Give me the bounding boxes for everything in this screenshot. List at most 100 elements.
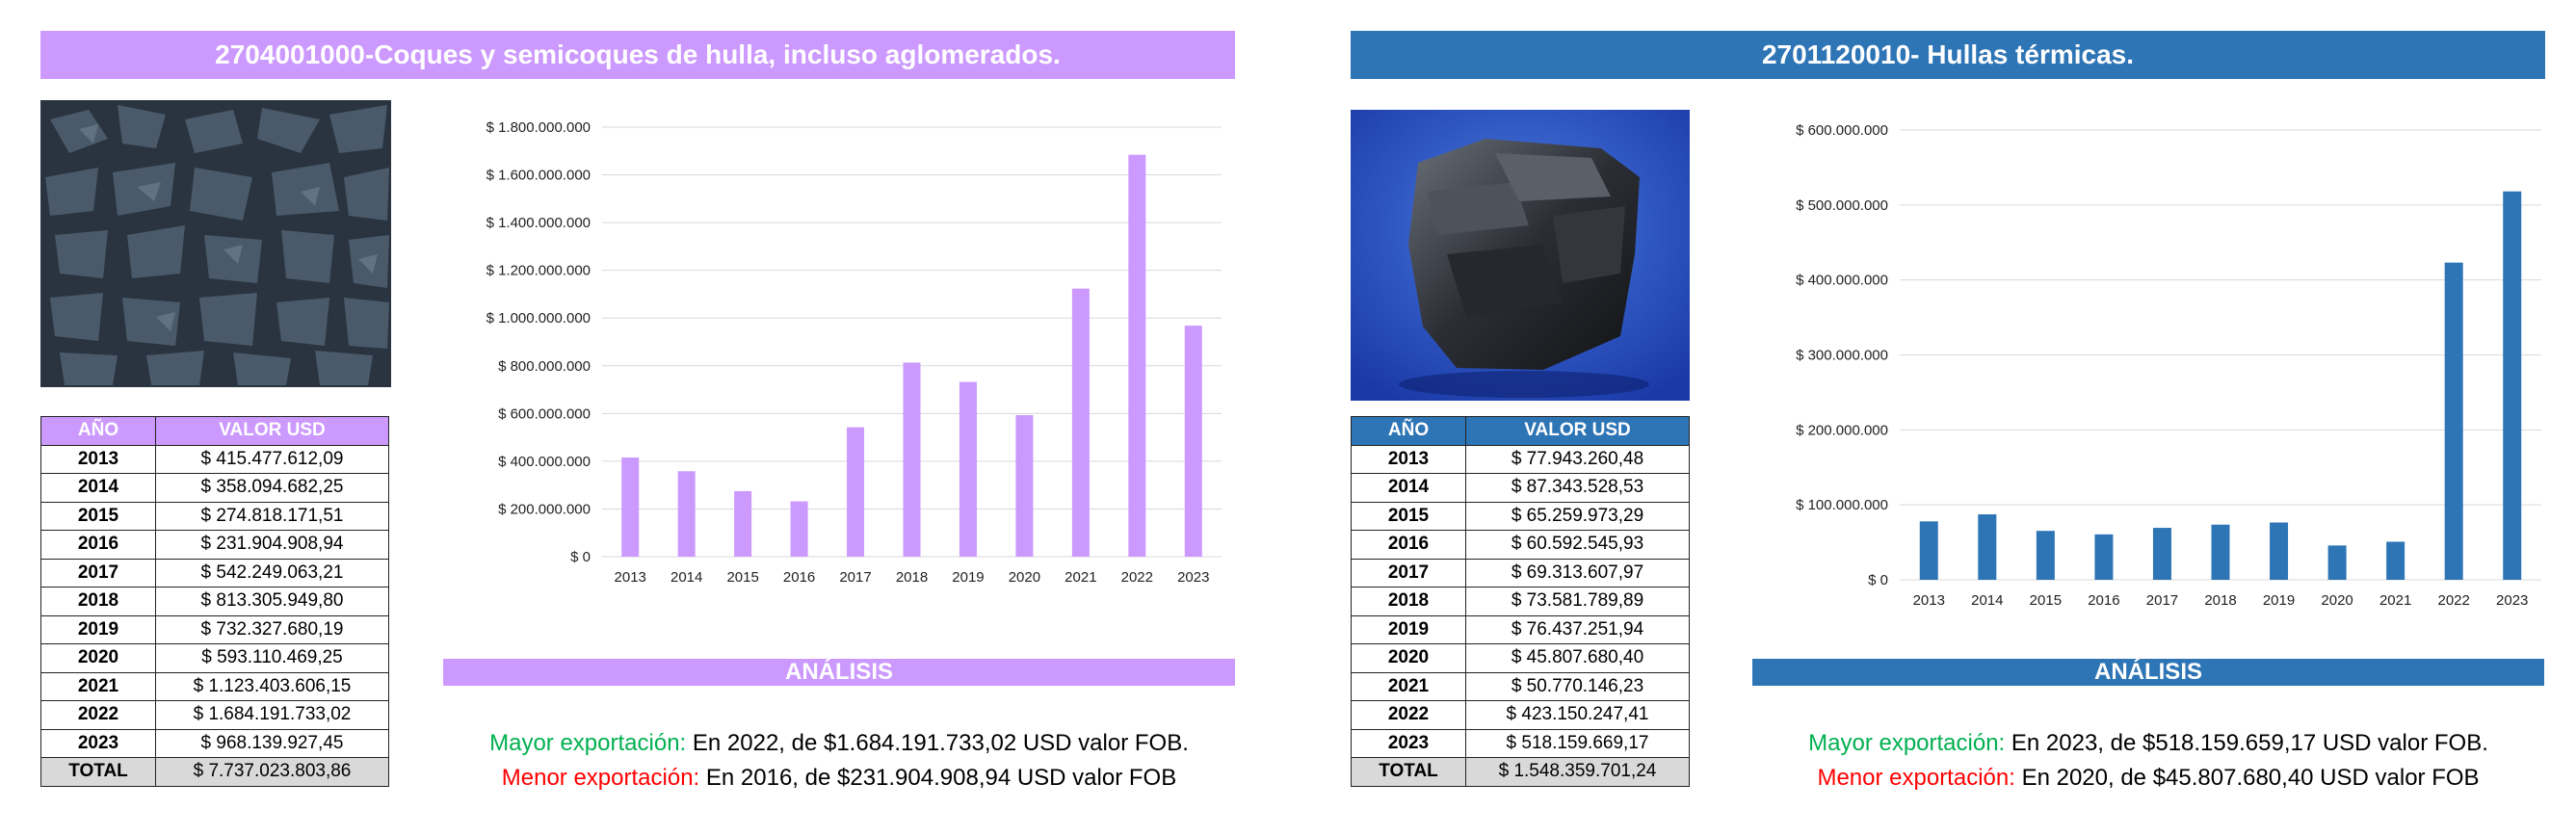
table-row: 2017 $ 69.313.607,97 (1351, 558, 1690, 588)
value-cell: $ 50.770.146,23 (1465, 671, 1690, 701)
value-header: VALOR USD (1465, 416, 1690, 446)
table-row: 2021 $ 50.770.146,23 (1351, 671, 1690, 701)
year-cell: 2022 (1351, 700, 1466, 730)
table-row: 2022 $ 1.684.191.733,02 (40, 700, 389, 730)
year-cell: 2014 (1351, 473, 1466, 503)
total-value: $ 1.548.359.701,24 (1465, 757, 1690, 787)
table-row: 2016 $ 60.592.545,93 (1351, 530, 1690, 560)
min-export-text: En 2020, de $45.807.680,40 USD valor FOB (2014, 765, 2480, 791)
table-row: 2018 $ 73.581.789,89 (1351, 587, 1690, 616)
x-tick-label: 2022 (1121, 569, 1153, 586)
y-tick-label: $ 1.000.000.000 (486, 310, 591, 327)
coal-lump-icon (1351, 110, 1690, 401)
y-tick-label: $ 600.000.000 (1796, 122, 1888, 139)
value-cell: $ 358.094.682,25 (155, 473, 389, 503)
min-export-label: Menor exportación: (1817, 765, 2015, 791)
x-tick-label: 2015 (726, 569, 758, 586)
year-cell: 2023 (40, 728, 156, 758)
max-export-text: En 2022, de $1.684.191.733,02 USD valor … (686, 730, 1189, 756)
table-row: 2023 $ 968.139.927,45 (40, 728, 389, 758)
year-cell: 2018 (40, 587, 156, 616)
max-export-label: Mayor exportación: (1808, 730, 2006, 756)
value-cell: $ 73.581.789,89 (1465, 587, 1690, 616)
analysis-header: ANÁLISIS (443, 659, 1235, 686)
x-tick-label: 2016 (2088, 592, 2119, 609)
year-cell: 2020 (40, 643, 156, 673)
x-tick-label: 2023 (2496, 592, 2528, 609)
value-cell: $ 1.123.403.606,15 (155, 671, 389, 701)
value-cell: $ 65.259.973,29 (1465, 501, 1690, 531)
y-tick-label: $ 300.000.000 (1796, 348, 1888, 364)
year-cell: 2017 (1351, 558, 1466, 588)
table-row: 2013 $ 77.943.260,48 (1351, 444, 1690, 474)
min-export-line: Menor exportación: En 2016, de $231.904.… (443, 761, 1235, 796)
value-cell: $ 69.313.607,97 (1465, 558, 1690, 588)
value-cell: $ 76.437.251,94 (1465, 614, 1690, 644)
x-tick-label: 2018 (896, 569, 928, 586)
value-cell: $ 423.150.247,41 (1465, 700, 1690, 730)
bar-2020 (1015, 415, 1034, 557)
total-label: TOTAL (40, 757, 156, 787)
year-header: AÑO (1351, 416, 1466, 446)
bar-2017 (847, 427, 865, 557)
analysis-header: ANÁLISIS (1752, 659, 2544, 686)
x-tick-label: 2023 (1177, 569, 1209, 586)
bar-2013 (1919, 521, 1938, 580)
value-cell: $ 732.327.680,19 (155, 614, 389, 644)
value-cell: $ 518.159.669,17 (1465, 728, 1690, 758)
x-tick-label: 2018 (2204, 592, 2236, 609)
year-cell: 2013 (40, 444, 156, 474)
bar-2022 (1128, 154, 1146, 558)
table-row: 2014 $ 358.094.682,25 (40, 473, 389, 503)
table-row: 2018 $ 813.305.949,80 (40, 587, 389, 616)
bar-2020 (2327, 545, 2347, 580)
y-tick-label: $ 100.000.000 (1796, 497, 1888, 513)
x-tick-label: 2022 (2437, 592, 2469, 609)
table-row: 2021 $ 1.123.403.606,15 (40, 671, 389, 701)
bar-2018 (2211, 524, 2230, 580)
x-tick-label: 2020 (1009, 569, 1040, 586)
bar-2014 (677, 471, 696, 557)
panel-title: 2701120010- Hullas térmicas. (1351, 31, 2545, 79)
year-cell: 2015 (1351, 501, 1466, 531)
year-cell: 2018 (1351, 587, 1466, 616)
bar-2016 (2094, 534, 2114, 580)
y-tick-label: $ 600.000.000 (498, 405, 591, 422)
y-tick-label: $ 1.600.000.000 (486, 168, 591, 184)
y-tick-label: $ 200.000.000 (1796, 422, 1888, 438)
bar-2019 (959, 381, 977, 557)
year-cell: 2019 (1351, 614, 1466, 644)
table-row: 2022 $ 423.150.247,41 (1351, 700, 1690, 730)
coke-pile-photo (40, 100, 391, 387)
year-cell: 2020 (1351, 643, 1466, 673)
y-tick-label: $ 1.400.000.000 (486, 215, 591, 231)
table-row: 2015 $ 65.259.973,29 (1351, 501, 1690, 531)
table-row: 2017 $ 542.249.063,21 (40, 558, 389, 588)
value-cell: $ 45.807.680,40 (1465, 643, 1690, 673)
value-cell: $ 87.343.528,53 (1465, 473, 1690, 503)
coke-values-table: AÑO VALOR USD 2013 $ 415.477.612,09 2014 $… (40, 416, 389, 787)
year-cell: 2016 (40, 530, 156, 560)
min-export-label: Menor exportación: (501, 765, 700, 791)
max-export-text: En 2023, de $518.159.659,17 USD valor FO… (2005, 730, 2488, 756)
x-tick-label: 2019 (952, 569, 984, 586)
y-tick-label: $ 1.800.000.000 (486, 119, 591, 136)
table-row: 2019 $ 732.327.680,19 (40, 614, 389, 644)
bar-2022 (2444, 262, 2463, 580)
x-tick-label: 2014 (670, 569, 702, 586)
panel-title: 2704001000-Coques y semicoques de hulla,… (40, 31, 1235, 79)
x-tick-label: 2013 (615, 569, 646, 586)
thermal-coal-values-table: AÑO VALOR USD 2013 $ 77.943.260,48 2014 $ … (1351, 416, 1690, 787)
y-tick-label: $ 0 (1868, 572, 1888, 588)
year-cell: 2013 (1351, 444, 1466, 474)
bar-2014 (1978, 514, 1997, 580)
coke-bar-chart: $ 0 $ 200.000.000 $ 400.000.000 $ 600.000.0… (486, 119, 1222, 586)
y-tick-label: $ 500.000.000 (1796, 197, 1888, 214)
total-row: TOTAL $ 1.548.359.701,24 (1351, 757, 1690, 787)
year-cell: 2021 (1351, 671, 1466, 701)
x-tick-label: 2021 (2379, 592, 2411, 609)
coke-panel: 2704001000-Coques y semicoques de hulla,… (40, 31, 1235, 796)
year-cell: 2021 (40, 671, 156, 701)
y-tick-label: $ 800.000.000 (498, 358, 591, 375)
x-tick-label: 2014 (1971, 592, 2003, 609)
